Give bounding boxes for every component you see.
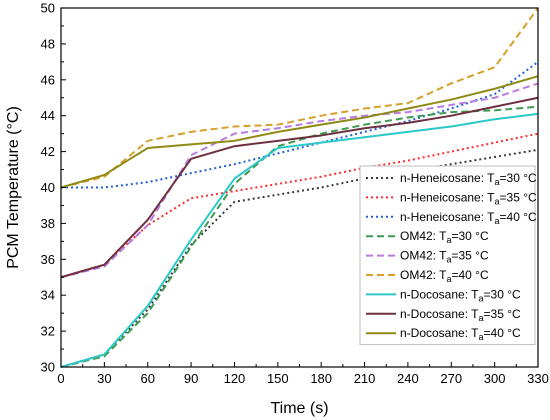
x-tick-label: 180 (310, 371, 332, 386)
x-tick-label: 300 (484, 371, 506, 386)
legend-label: OM42: Ta=35 °C (400, 249, 489, 265)
series-line-8 (60, 96, 539, 279)
series-line-6 (60, 7, 539, 189)
y-tick-label: 34 (41, 288, 55, 303)
x-tick-label: 150 (267, 371, 289, 386)
series-line-2 (60, 132, 539, 279)
legend-label: OM42: Ta=30 °C (400, 229, 489, 245)
legend-label: n-Heneicosane: Ta=35 °C (400, 190, 537, 206)
x-tick-label: 0 (57, 371, 64, 386)
x-tick-label: 330 (527, 371, 549, 386)
y-axis-label: PCM Temperature (°C) (5, 106, 22, 269)
y-tick-label: 44 (41, 108, 55, 123)
x-tick-label: 120 (224, 371, 246, 386)
x-tick-label: 270 (440, 371, 462, 386)
y-tick-label: 50 (41, 1, 55, 16)
legend-label: n-Docosane: Ta=30 °C (400, 287, 521, 303)
x-tick-label: 240 (397, 371, 419, 386)
series-line-7 (60, 112, 539, 368)
y-tick-label: 36 (41, 252, 55, 267)
legend: n-Heneicosane: Ta=30 °C n-Heneicosane: Ta… (359, 165, 537, 346)
y-tick-label: 38 (41, 216, 55, 231)
legend-label: n-Docosane: Ta=35 °C (400, 307, 521, 323)
series-layer (60, 7, 539, 368)
legend-label: OM42: Ta=40 °C (400, 268, 489, 284)
series-line-5 (60, 82, 539, 279)
legend-label: n-Docosane: Ta=40 °C (400, 326, 521, 342)
x-axis-label: Time (s) (270, 400, 328, 417)
x-tick-label: 60 (140, 371, 154, 386)
series-line-4 (60, 105, 539, 368)
x-tick-label: 90 (184, 371, 198, 386)
y-tick-label: 40 (41, 180, 55, 195)
y-tick-label: 30 (41, 360, 55, 375)
legend-label: n-Heneicosane: Ta=30 °C (400, 171, 537, 187)
series-line-9 (60, 75, 539, 189)
x-axis: 0 30 60 90 120 150 180 210 240 270 300 330 (57, 362, 549, 386)
legend-label: n-Heneicosane: Ta=40 °C (400, 210, 537, 226)
y-tick-label: 42 (41, 144, 55, 159)
x-tick-label: 30 (97, 371, 111, 386)
y-tick-label: 46 (41, 72, 55, 87)
y-tick-label: 32 (41, 324, 55, 339)
x-tick-label: 210 (354, 371, 376, 386)
y-axis: 30 32 34 36 38 40 42 44 46 48 50 (41, 1, 66, 375)
y-tick-label: 48 (41, 36, 55, 51)
